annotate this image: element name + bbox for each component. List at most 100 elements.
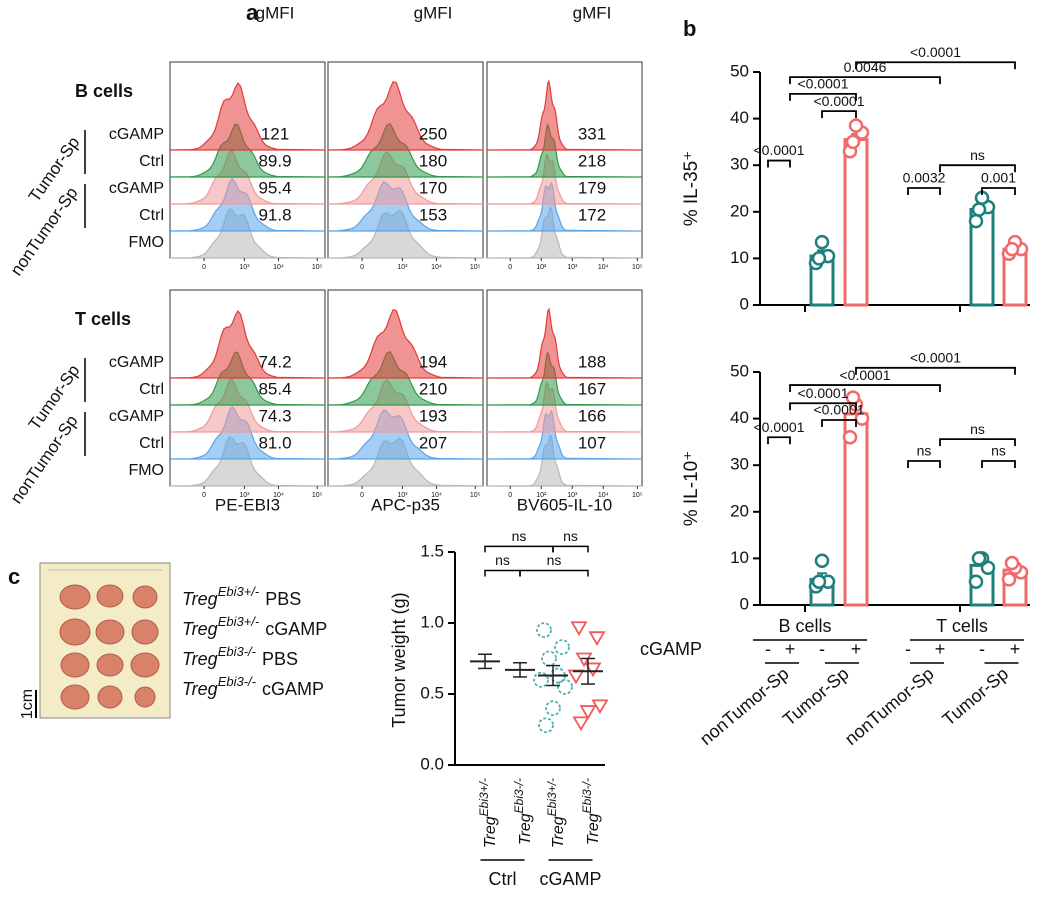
axis-tick-label: 10² [536,492,547,499]
data-point [1004,241,1020,257]
axis-tick-label: 10⁵ [470,264,481,271]
histogram [486,153,643,205]
significance-bracket [552,545,589,553]
panel-label: b [683,16,696,41]
significance-label: <0.0001 [798,385,849,401]
data-point [533,671,549,688]
data-point [814,553,830,568]
axis-tick-label: 10⁵ [312,492,323,499]
x-tick-label: nonTumor-Sp [696,663,793,749]
legend-name: Treg [182,649,218,669]
histogram-frame [486,289,643,487]
series-label: cGAMP [640,639,702,659]
data-point [538,717,554,734]
axis-tick-label: 10⁴ [273,264,284,271]
histogram [486,434,643,487]
column-header: gMFI [256,3,295,22]
significance-label: ns [512,528,527,544]
y-tick-label: 0 [740,594,749,613]
axis-tick-label: 10⁴ [273,492,284,499]
gmfi-value: 170 [419,178,447,197]
significance-bracket [855,366,1016,375]
significance-label: <0.0001 [798,76,849,92]
gmfi-value: 218 [578,151,606,170]
axis-tick-label: 10³ [239,492,250,499]
axis-tick-label: 0 [508,264,512,271]
axis-tick-label: 10⁵ [312,264,323,271]
y-tick-label: 0.0 [420,754,444,773]
y-tick-label: 10 [730,548,749,567]
histogram [486,181,643,232]
axis-tick-label: 10³ [397,264,408,271]
axis-tick-label: 10⁵ [632,264,643,271]
gmfi-value: 74.2 [258,352,291,371]
histogram [486,79,643,151]
significance-label: ns [970,421,985,437]
significance-label: <0.0001 [814,402,865,418]
category-superscript: Ebi3-/- [580,778,594,813]
series-name: + [851,639,862,659]
series-name: - [979,639,985,659]
y-axis-label: Tumor weight (g) [389,592,409,727]
gmfi-value: 172 [578,205,606,224]
significance-label: <0.0001 [840,367,891,383]
tumor-photo [35,562,171,719]
x-tick-label: TregEbi3-/- [512,778,534,845]
channel-label: BV605-IL-10 [517,495,612,514]
data-point [971,551,987,566]
y-tick-label: 50 [730,361,749,380]
significance-label: ns [917,443,932,459]
histogram-frame [486,61,643,259]
category-name: Treg [482,816,499,848]
significance-bracket [789,402,857,411]
series-name: - [819,639,825,659]
significance-bracket [519,569,589,577]
significance-bracket [981,460,1016,469]
axis-tick-label: 10³ [567,264,578,271]
significance-label: <0.0001 [754,419,805,435]
legend-treatment: cGAMP [265,619,327,639]
series-name: + [1010,639,1021,659]
photo-legend: TregEbi3+/- cGAMP [182,614,327,638]
significance-label: 0.0032 [903,170,946,186]
axis-tick-label: 0 [202,264,206,271]
axis-tick-label: 10⁵ [470,492,481,499]
y-axis-label: % IL-10⁺ [681,451,702,527]
data-point [1001,572,1017,587]
histogram [486,122,643,178]
gmfi-value: 250 [419,124,447,143]
gmfi-value: 166 [578,406,606,425]
category-name: Treg [585,813,602,845]
histogram [327,308,484,379]
legend-superscript: Ebi3-/- [218,644,257,659]
category-name: Treg [517,813,534,845]
legend-superscript: Ebi3+/- [218,584,260,599]
y-tick-label: 40 [730,408,749,427]
data-point [536,622,552,638]
data-point [814,234,830,250]
group-label: B cells [778,616,831,636]
significance-label: <0.0001 [754,142,805,158]
data-point [588,631,606,646]
gmfi-value: 331 [578,124,606,143]
axis-tick-label: 10³ [239,264,250,271]
y-tick-label: 0 [740,294,749,313]
row-label: FMO [128,234,164,251]
gmfi-value: 188 [578,352,606,371]
gmfi-value: 74.3 [258,406,291,425]
histogram [486,409,643,460]
gmfi-value: 85.4 [258,379,291,398]
gmfi-value: 91.8 [258,205,291,224]
data-point [854,411,870,426]
histogram [486,381,643,433]
photo-legend: TregEbi3-/- cGAMP [182,674,324,698]
category-superscript: Ebi3-/- [512,778,526,813]
gmfi-value: 180 [419,151,447,170]
gmfi-value: 179 [578,178,606,197]
gmfi-value: 89.9 [258,151,291,170]
x-tick-label: Tumor-Sp [938,663,1012,729]
axis-tick-label: 0 [202,492,206,499]
x-tick-label: Tumor-Sp [779,663,853,729]
row-label: Ctrl [139,153,164,170]
